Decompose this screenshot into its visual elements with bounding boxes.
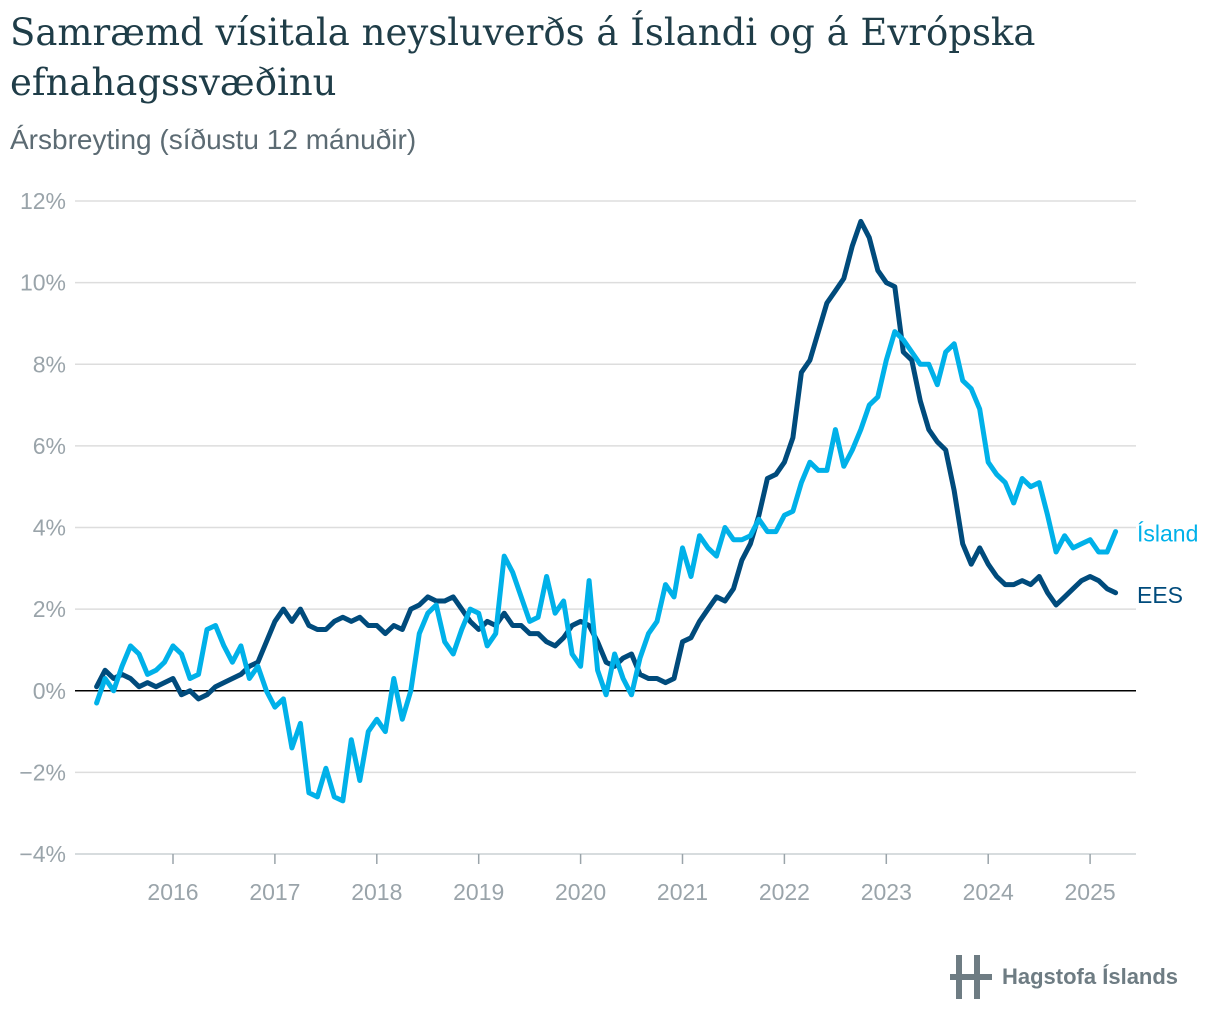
x-axis: 2016 2017 2018 2019 2020 2021 2022 2023 2024 2025 xyxy=(75,853,1136,905)
x-tick-label: 2023 xyxy=(861,879,912,905)
x-tick-label: 2024 xyxy=(963,879,1014,905)
series-lines xyxy=(94,218,1119,804)
hagstofa-logo-icon xyxy=(950,955,992,999)
y-tick-label: 0% xyxy=(33,678,66,704)
series-line-ees xyxy=(94,218,1119,702)
hagstofa-logo[interactable]: Hagstofa Íslands xyxy=(950,955,1178,999)
y-tick-label: 2% xyxy=(33,596,66,622)
x-tick-label: 2017 xyxy=(249,879,300,905)
series-line-island xyxy=(94,329,1119,804)
y-tick-label: 10% xyxy=(20,270,66,296)
chart-title: Samræmd vísitala neysluverðs á Íslandi o… xyxy=(10,11,1036,104)
y-tick-label: 12% xyxy=(20,188,66,214)
x-tick-label: 2021 xyxy=(657,879,708,905)
y-tick-label: 8% xyxy=(33,351,66,377)
series-label-island: Ísland xyxy=(1137,521,1198,547)
series-label-ees: EES xyxy=(1137,582,1183,608)
y-tick-label: 6% xyxy=(33,433,66,459)
y-tick-label: −2% xyxy=(19,759,66,785)
series-labels: Ísland EES xyxy=(1137,521,1198,608)
y-tick-label: −4% xyxy=(19,841,66,867)
x-tick-label: 2018 xyxy=(351,879,402,905)
y-axis-ticks: −4% −2% 0% 2% 4% 6% 8% 10% 12% xyxy=(19,188,66,867)
line-chart: −4%−2%0%2%4%6%8%10%12% 2016 2017 2018 2019 2… xyxy=(19,188,1198,905)
x-tick-label: 2022 xyxy=(759,879,810,905)
grid-lines xyxy=(75,200,1136,855)
hagstofa-logo-text: Hagstofa Íslands xyxy=(1002,964,1179,989)
x-tick-label: 2025 xyxy=(1065,879,1116,905)
y-tick-label: 4% xyxy=(33,515,66,541)
x-tick-label: 2019 xyxy=(453,879,504,905)
chart-subtitle: Ársbreyting (síðustu 12 mánuðir) xyxy=(10,124,417,155)
x-tick-label: 2016 xyxy=(147,879,198,905)
x-tick-label: 2020 xyxy=(555,879,606,905)
